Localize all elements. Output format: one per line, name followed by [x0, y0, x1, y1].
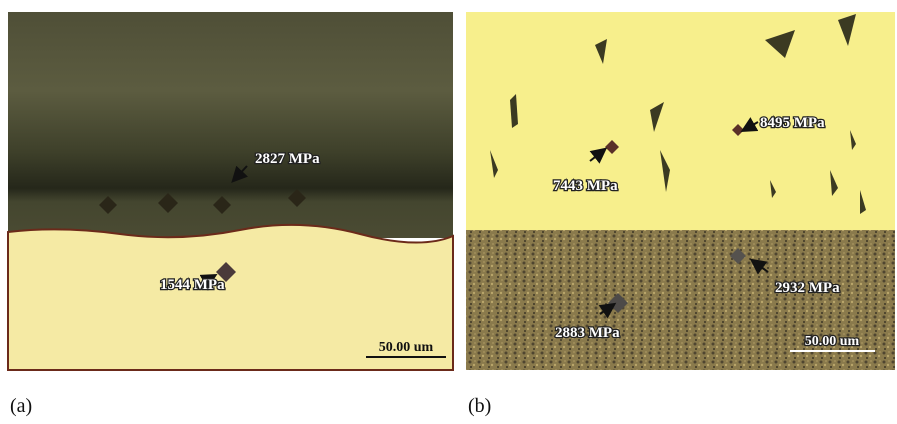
figure: 2827 MPa 1544 MPa 50.00 um (a) 8495 MPa … [0, 0, 897, 424]
annotation: 1544 MPa [160, 277, 225, 293]
annotation: 2827 MPa [255, 151, 320, 167]
scale-bar-label: 50.00 um [379, 340, 434, 355]
annotation: 2883 MPa [555, 325, 620, 341]
panel-b: 8495 MPa 7443 MPa 2932 MPa 2883 MPa 50.0… [466, 12, 895, 370]
annotation: 7443 MPa [553, 178, 618, 194]
panel-label: (b) [468, 395, 491, 417]
panel-a: 2827 MPa 1544 MPa 50.00 um [8, 12, 453, 370]
panel-label: (a) [10, 395, 32, 417]
annotation: 2932 MPa [775, 280, 840, 296]
scale-bar-label: 50.00 um [805, 334, 860, 349]
annotation: 8495 MPa [760, 115, 825, 131]
